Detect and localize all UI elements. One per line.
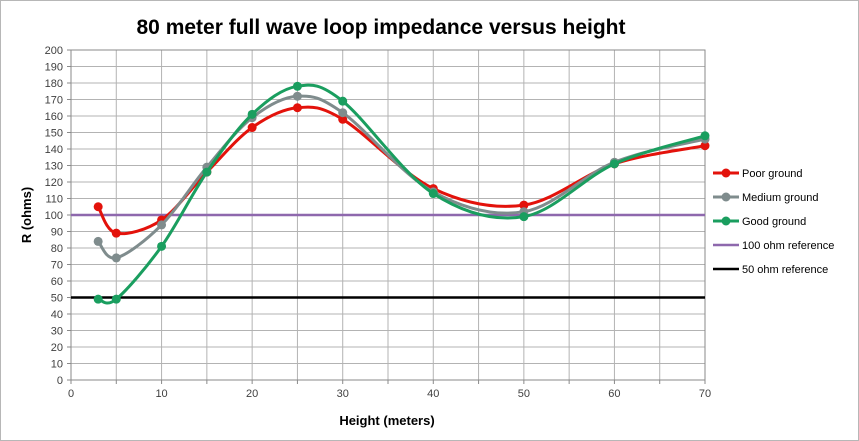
y-tick-label: 130 <box>45 161 63 173</box>
y-axis-title: R (ohms) <box>19 187 34 243</box>
y-tick-label: 20 <box>51 342 63 354</box>
data-point-good-ground <box>609 159 619 169</box>
legend-label: Poor ground <box>742 168 803 180</box>
data-point-good-ground <box>428 189 438 199</box>
x-tick-label: 30 <box>337 388 349 400</box>
data-point-poor-ground <box>111 228 121 238</box>
data-point-poor-ground <box>338 114 348 124</box>
legend-item-good-ground: Good ground <box>713 216 806 228</box>
data-point-good-ground <box>202 167 212 177</box>
y-tick-label: 10 <box>51 359 63 371</box>
data-point-good-ground <box>247 109 257 119</box>
x-tick-label: 60 <box>608 388 620 400</box>
x-tick-label: 50 <box>518 388 530 400</box>
data-point-good-ground <box>157 241 167 251</box>
chart-title: 80 meter full wave loop impedance versus… <box>137 16 626 39</box>
y-tick-label: 120 <box>45 177 63 189</box>
y-tick-label: 40 <box>51 309 63 321</box>
data-point-medium-ground <box>157 220 167 230</box>
y-tick-label: 100 <box>45 210 63 222</box>
data-point-poor-ground <box>700 141 710 151</box>
x-tick-label: 70 <box>699 388 711 400</box>
y-tick-label: 60 <box>51 276 63 288</box>
legend-label: Medium ground <box>742 192 818 204</box>
y-tick-label: 30 <box>51 326 63 338</box>
series-medium-ground <box>93 91 710 263</box>
data-point-poor-ground <box>519 200 529 210</box>
x-axis-title: Height (meters) <box>339 413 434 428</box>
y-tick-label: 140 <box>45 144 63 156</box>
y-tick-label: 190 <box>45 62 63 74</box>
series-good-ground <box>93 81 710 305</box>
y-tick-label: 80 <box>51 243 63 255</box>
y-tick-label: 90 <box>51 227 63 239</box>
legend-item-100-ohm-reference: 100 ohm reference <box>713 240 834 252</box>
x-tick-label: 40 <box>427 388 439 400</box>
legend-label: 100 ohm reference <box>742 240 834 252</box>
data-point-poor-ground <box>93 202 103 212</box>
data-point-good-ground <box>338 96 348 106</box>
axis-ticks: 0102030405060708090100110120130140150160… <box>45 45 711 400</box>
legend-swatch-marker <box>721 192 731 202</box>
data-point-medium-ground <box>292 91 302 101</box>
series-layer <box>71 81 710 305</box>
legend-swatch-marker <box>721 216 731 226</box>
data-point-good-ground <box>292 81 302 91</box>
series-line-good-ground <box>97 83 706 305</box>
x-tick-label: 0 <box>68 388 74 400</box>
data-point-good-ground <box>700 131 710 141</box>
data-point-good-ground <box>93 294 103 304</box>
data-point-poor-ground <box>247 123 257 133</box>
y-tick-label: 170 <box>45 95 63 107</box>
legend-item-poor-ground: Poor ground <box>713 168 803 180</box>
y-tick-label: 110 <box>45 194 63 206</box>
data-point-medium-ground <box>93 236 103 246</box>
legend-swatch-marker <box>721 168 731 178</box>
y-tick-label: 180 <box>45 78 63 90</box>
y-tick-label: 0 <box>57 375 63 387</box>
data-point-good-ground <box>519 212 529 222</box>
legend: Poor ground Medium ground Good ground 100 o… <box>713 168 834 276</box>
series-poor-ground <box>93 103 710 238</box>
x-tick-label: 20 <box>246 388 258 400</box>
legend-item-medium-ground: Medium ground <box>713 192 818 204</box>
legend-item-50-ohm-reference: 50 ohm reference <box>713 264 828 276</box>
data-point-poor-ground <box>292 103 302 113</box>
y-tick-label: 50 <box>51 293 63 305</box>
data-point-medium-ground <box>338 108 348 118</box>
data-point-medium-ground <box>111 253 121 263</box>
data-point-good-ground <box>111 294 121 304</box>
x-tick-label: 10 <box>155 388 167 400</box>
legend-label: Good ground <box>742 216 806 228</box>
y-tick-label: 200 <box>45 45 63 57</box>
y-tick-label: 160 <box>45 111 63 123</box>
y-tick-label: 70 <box>51 260 63 272</box>
legend-label: 50 ohm reference <box>742 264 828 276</box>
y-tick-label: 150 <box>45 128 63 140</box>
